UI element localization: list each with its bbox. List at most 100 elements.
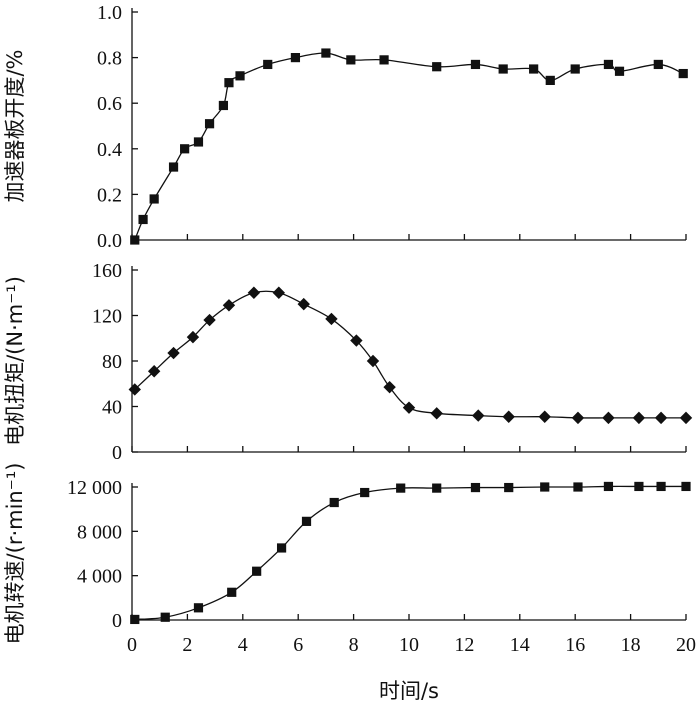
- data-point-1-17: [538, 410, 551, 423]
- x-tick-label-8: 16: [565, 634, 585, 656]
- data-point-0-11: [290, 53, 301, 63]
- y-tick-label-0-1: 0.2: [97, 184, 122, 206]
- data-point-0-17: [498, 64, 508, 74]
- data-point-2-12: [504, 482, 514, 493]
- data-point-0-7: [218, 100, 229, 111]
- data-point-1-16: [502, 410, 515, 423]
- y-tick-label-0-5: 1.0: [97, 2, 122, 24]
- data-point-1-4: [203, 313, 216, 327]
- x-tick-label-5: 10: [399, 634, 419, 656]
- y-axis-title-2: 电机转速/(r·min⁻¹): [3, 463, 27, 645]
- x-tick-label-0: 0: [127, 634, 137, 656]
- data-point-2-6: [301, 516, 312, 526]
- data-point-0-24: [678, 68, 688, 79]
- data-point-0-14: [379, 55, 389, 65]
- series-line-0-0: [134, 52, 684, 241]
- data-point-1-22: [679, 411, 693, 425]
- x-tick-label-6: 12: [454, 634, 474, 656]
- data-point-0-12: [321, 48, 331, 58]
- data-point-2-10: [432, 483, 442, 493]
- data-point-1-13: [402, 401, 416, 414]
- series-line-1-0: [134, 290, 686, 419]
- data-point-1-20: [632, 411, 646, 425]
- series-line-2-0: [134, 485, 686, 621]
- data-point-0-23: [653, 59, 663, 70]
- data-point-0-16: [470, 59, 481, 70]
- y-axis-title-1: 电机扭矩/(N·m⁻¹): [3, 276, 27, 446]
- x-tick-label-4: 8: [349, 634, 359, 656]
- y-tick-label-1-3: 120: [92, 306, 122, 328]
- data-point-1-18: [571, 411, 585, 425]
- data-point-2-4: [252, 566, 262, 576]
- data-point-0-3: [168, 162, 179, 172]
- data-point-0-15: [432, 62, 442, 72]
- data-point-1-5: [222, 299, 236, 312]
- data-point-1-8: [297, 297, 310, 311]
- data-point-1-21: [654, 411, 668, 425]
- x-tick-label-10: 20: [676, 634, 696, 656]
- x-tick-label-9: 18: [621, 634, 641, 656]
- data-point-1-10: [350, 334, 363, 347]
- data-point-0-6: [204, 119, 215, 129]
- data-point-2-15: [603, 481, 614, 492]
- data-point-1-14: [430, 407, 443, 420]
- data-point-2-9: [396, 483, 406, 493]
- data-point-2-5: [276, 543, 287, 553]
- data-point-0-0: [130, 235, 140, 245]
- y-tick-label-0-2: 0.4: [97, 139, 122, 161]
- data-point-0-9: [235, 71, 245, 81]
- data-point-2-13: [540, 482, 550, 492]
- data-point-0-20: [570, 64, 580, 74]
- data-point-1-2: [167, 346, 180, 360]
- data-point-1-1: [147, 365, 161, 378]
- data-point-1-12: [383, 380, 396, 394]
- x-tick-label-7: 14: [510, 634, 530, 656]
- x-tick-label-1: 2: [182, 634, 192, 656]
- data-point-0-21: [603, 59, 614, 70]
- x-tick-label-2: 4: [238, 634, 248, 656]
- data-point-1-6: [247, 286, 261, 299]
- y-tick-label-1-2: 80: [102, 351, 122, 373]
- data-point-1-9: [325, 312, 338, 326]
- y-tick-label-0-0: 0.0: [97, 230, 122, 252]
- y-tick-label-2-1: 4 000: [77, 566, 122, 588]
- y-axis-title-0: 加速器板开度/%: [3, 49, 27, 202]
- data-point-2-14: [573, 482, 583, 492]
- data-point-1-19: [602, 411, 615, 425]
- data-point-2-1: [160, 612, 170, 622]
- data-point-0-1: [138, 214, 148, 225]
- data-point-0-19: [545, 75, 555, 85]
- data-point-0-10: [263, 59, 273, 70]
- data-point-0-18: [529, 64, 539, 74]
- data-point-2-16: [634, 481, 644, 492]
- data-point-1-11: [366, 354, 380, 368]
- data-point-2-7: [329, 497, 339, 508]
- data-point-1-3: [186, 330, 200, 344]
- data-point-2-18: [681, 481, 691, 492]
- y-tick-label-2-0: 0: [112, 610, 122, 632]
- data-point-0-8: [224, 78, 234, 88]
- y-tick-label-0-4: 0.8: [97, 48, 122, 70]
- data-point-1-7: [272, 286, 286, 299]
- data-point-2-11: [470, 482, 481, 493]
- x-tick-label-3: 6: [293, 634, 303, 656]
- data-point-2-2: [193, 603, 204, 613]
- y-tick-label-2-3: 12 000: [67, 477, 122, 499]
- y-tick-label-1-1: 40: [102, 397, 122, 419]
- data-point-2-8: [360, 487, 370, 498]
- data-point-0-13: [346, 55, 356, 65]
- y-tick-label-2-2: 8 000: [77, 521, 122, 543]
- x-axis-title: 时间/s: [379, 679, 439, 703]
- y-tick-label-1-0: 0: [112, 442, 122, 464]
- data-point-0-4: [180, 144, 190, 154]
- y-tick-label-0-3: 0.6: [97, 93, 122, 115]
- data-point-0-22: [614, 66, 625, 76]
- data-point-0-5: [193, 137, 204, 147]
- data-point-1-15: [472, 409, 485, 422]
- data-point-2-0: [130, 614, 140, 625]
- data-point-0-2: [149, 194, 159, 204]
- data-point-2-17: [656, 481, 666, 492]
- y-tick-label-1-4: 160: [92, 260, 122, 282]
